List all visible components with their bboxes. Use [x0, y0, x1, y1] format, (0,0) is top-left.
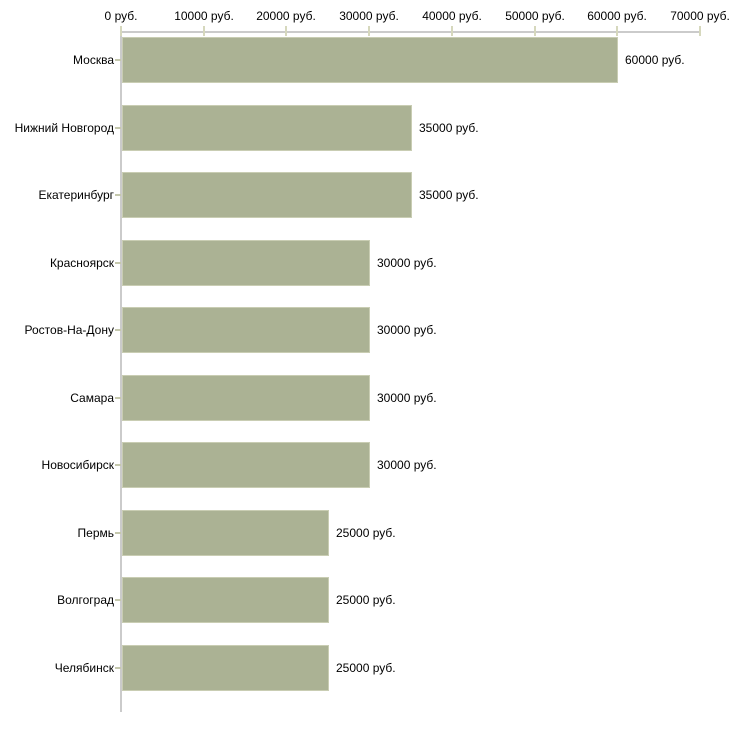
category-label: Новосибирск [41, 458, 114, 472]
category-label: Челябинск [54, 661, 114, 675]
category-tick [115, 532, 121, 534]
category-tick [115, 262, 121, 264]
value-label: 30000 руб. [377, 256, 437, 270]
value-label: 30000 руб. [377, 323, 437, 337]
x-axis-tick [120, 26, 122, 36]
x-axis-tick [534, 26, 536, 36]
category-label: Екатеринбург [38, 188, 115, 202]
category-tick [115, 127, 121, 129]
x-axis-label: 70000 руб. [670, 9, 730, 23]
bar [122, 240, 370, 286]
category-label: Ростов-На-Дону [24, 323, 114, 337]
category-tick [115, 667, 121, 669]
category-label: Москва [73, 53, 114, 67]
x-axis-tick [203, 26, 205, 36]
category-tick [115, 464, 121, 466]
x-axis-label: 60000 руб. [587, 9, 647, 23]
category-label: Нижний Новгород [14, 121, 114, 135]
bar [122, 442, 370, 488]
bar [122, 645, 329, 691]
category-tick [115, 599, 121, 601]
value-label: 25000 руб. [336, 661, 396, 675]
value-label: 30000 руб. [377, 391, 437, 405]
category-tick [115, 329, 121, 331]
category-tick [115, 397, 121, 399]
x-axis-label: 30000 руб. [339, 9, 399, 23]
value-label: 25000 руб. [336, 526, 396, 540]
category-label: Самара [70, 391, 114, 405]
value-label: 60000 руб. [625, 53, 685, 67]
x-axis-tick [285, 26, 287, 36]
category-label: Пермь [77, 526, 114, 540]
value-label: 35000 руб. [419, 188, 479, 202]
x-axis-label: 50000 руб. [505, 9, 565, 23]
x-axis-tick [451, 26, 453, 36]
bar [122, 172, 412, 218]
bar [122, 307, 370, 353]
x-axis-label: 10000 руб. [174, 9, 234, 23]
value-label: 30000 руб. [377, 458, 437, 472]
bar [122, 37, 618, 83]
x-axis-label: 20000 руб. [256, 9, 316, 23]
category-tick [115, 194, 121, 196]
category-label: Красноярск [49, 256, 114, 270]
y-axis-line [120, 31, 122, 712]
x-axis-tick [368, 26, 370, 36]
bar [122, 510, 329, 556]
value-label: 25000 руб. [336, 593, 396, 607]
x-axis-label: 40000 руб. [422, 9, 482, 23]
x-axis-label: 0 руб. [104, 9, 138, 23]
bar [122, 375, 370, 421]
value-label: 35000 руб. [419, 121, 479, 135]
category-label: Волгоград [57, 593, 114, 607]
x-axis-tick [699, 26, 701, 36]
bar [122, 577, 329, 623]
category-tick [115, 59, 121, 61]
x-axis-tick [616, 26, 618, 36]
x-axis-line [120, 31, 701, 33]
bar [122, 105, 412, 151]
